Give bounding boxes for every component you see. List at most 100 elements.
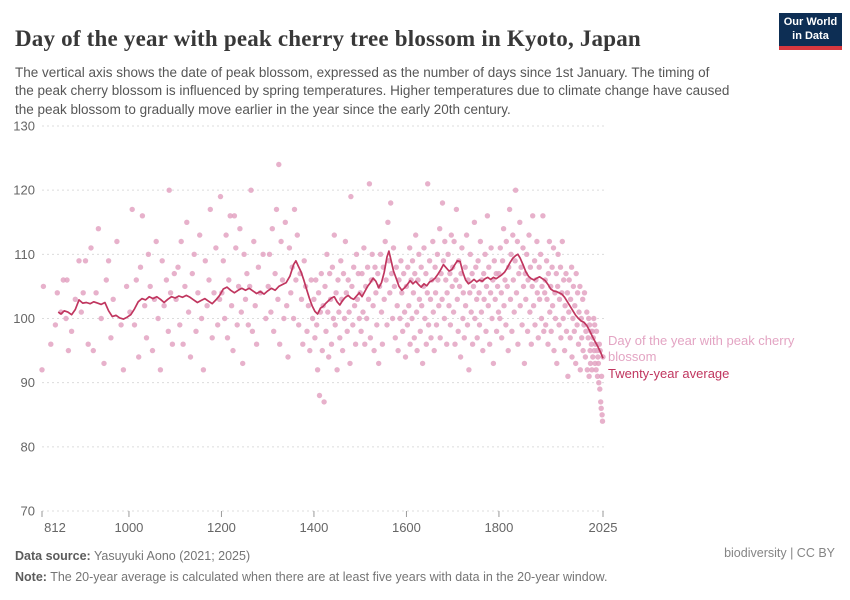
data-point [353,251,360,257]
data-point [370,303,376,309]
data-point [385,219,391,225]
data-point [444,341,450,347]
data-point [398,258,404,264]
x-tick-label: 1800 [484,520,513,535]
data-point [543,258,550,264]
data-point [588,341,595,347]
data-point [407,341,413,347]
data-point [231,213,238,219]
data-point [532,322,538,328]
data-point [449,283,455,290]
data-point [585,335,591,341]
data-point [505,347,511,354]
data-point [580,296,586,302]
data-point [466,367,472,373]
owid-logo-line1: Our World [783,15,838,28]
owid-logo-line2: in Data [792,29,829,42]
data-point [575,341,582,347]
data-point [369,251,375,257]
data-point [416,296,423,302]
data-point [103,277,110,283]
data-point [193,328,199,334]
note-label: Note: [15,570,47,585]
data-point [309,315,316,322]
data-point [316,392,323,399]
data-point [123,283,130,290]
data-point [564,290,571,296]
data-point [76,258,82,264]
data-point [120,367,127,373]
data-point [538,315,545,322]
data-point [454,296,460,302]
data-point [409,258,416,264]
data-point [504,283,510,290]
data-point [477,238,484,245]
data-point [285,354,291,360]
data-point [68,328,75,334]
data-point [537,251,544,257]
data-point [419,360,426,367]
data-point [240,360,246,367]
data-point [161,303,167,309]
x-tick-label: 1600 [392,520,421,535]
data-point [288,290,294,296]
data-point [506,206,513,213]
data-point [572,303,578,309]
data-point [520,283,527,290]
data-point [566,277,572,283]
data-point [392,335,398,341]
data-point [241,251,247,257]
data-point [296,322,302,328]
data-point [165,328,171,334]
data-point [237,226,243,232]
data-point [442,238,448,245]
data-point [108,335,114,341]
data-point [526,232,532,238]
data-point [484,213,491,219]
data-point [80,290,86,296]
data-point [413,309,420,315]
data-point [544,296,550,302]
data-point [329,264,336,270]
data-point [554,360,560,367]
data-point [82,258,89,264]
data-point [399,290,405,296]
average-line [57,250,604,359]
data-point [312,335,318,341]
data-point [228,303,235,309]
data-point [452,341,458,347]
data-point [153,238,159,245]
data-point [481,296,487,302]
data-point [215,322,221,328]
data-point [322,283,328,290]
data-point [510,277,516,283]
data-point [591,315,597,322]
data-point [367,335,374,341]
data-point [536,264,542,270]
data-point [418,264,424,270]
data-point [523,296,529,302]
data-point [230,347,236,354]
note-line: Note: The 20-year average is calculated … [15,567,835,588]
data-point [478,309,485,315]
data-point [499,258,506,264]
data-point [166,187,172,193]
data-point [456,283,463,290]
data-point [311,296,317,302]
data-point [535,335,541,341]
data-point [391,283,398,290]
data-point [552,315,559,322]
data-point [565,373,571,379]
data-point [459,245,465,251]
data-point [502,277,508,283]
data-point [553,270,559,277]
data-point [65,347,72,354]
data-point [570,283,577,290]
data-point [182,283,188,290]
data-point [517,303,523,309]
data-point [558,335,564,341]
data-point [346,309,352,315]
data-point [491,258,497,264]
data-point [545,270,552,277]
chart-subtitle: The vertical axis shows the date of peak… [15,64,730,118]
